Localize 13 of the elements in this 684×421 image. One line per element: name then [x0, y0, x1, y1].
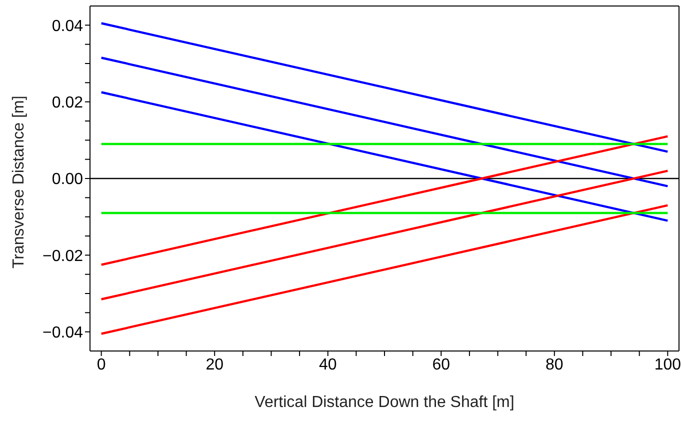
x-tick-label: 60 [432, 356, 450, 374]
y-tick-label: −0.02 [42, 248, 84, 265]
x-tick-label: 0 [96, 356, 106, 374]
x-tick-label: 80 [546, 356, 564, 374]
y-tick-label: −0.04 [42, 324, 84, 342]
y-tick-label: 0.02 [52, 94, 84, 112]
y-tick-label: 0.04 [52, 18, 84, 35]
x-tick-label: 40 [318, 356, 337, 374]
y-tick-label: 0.00 [52, 171, 84, 188]
x-tick-label: 20 [206, 356, 224, 374]
x-tick-label: 100 [654, 356, 682, 374]
y-axis-title: Transverse Distance [m] [10, 96, 28, 268]
x-axis-title: Vertical Distance Down the Shaft [m] [254, 394, 514, 411]
